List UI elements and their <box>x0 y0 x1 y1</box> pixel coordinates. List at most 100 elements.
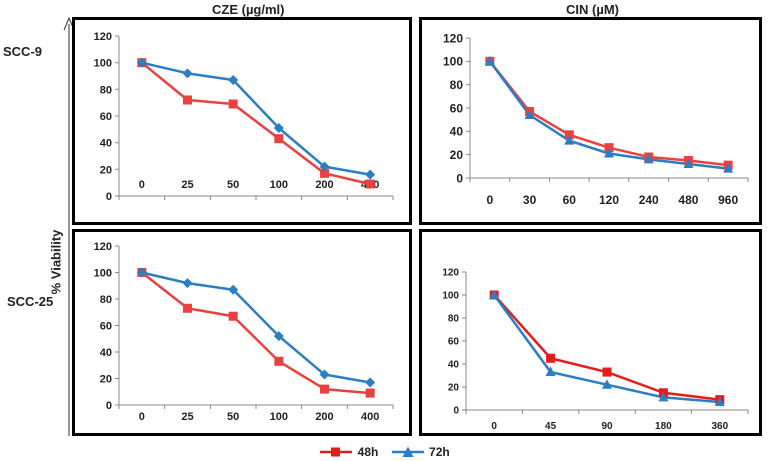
data-point-72h <box>273 123 284 133</box>
y-tick-label: 20 <box>100 164 112 176</box>
data-point-72h <box>228 284 239 295</box>
panel-scc9-cin: 0 20 40 60 80 100 120 0 30 60 120 240 480 960 <box>419 17 762 225</box>
column-title-cin: CIN (µM) <box>566 2 619 17</box>
x-tick-label: 240 <box>639 193 659 207</box>
x-tick-label: 100 <box>270 179 288 191</box>
data-point-72h <box>365 377 376 388</box>
y-tick-label: 120 <box>94 31 112 43</box>
panel-scc25-cze: 0 20 40 60 80 100 120 0 25 50 100 200 400 <box>72 229 412 436</box>
legend-label-48h: 48h <box>357 444 379 459</box>
chart-scc9-cin: 0 20 40 60 80 100 120 0 30 60 120 240 480 960 <box>443 31 749 207</box>
x-tick-label: 25 <box>181 179 193 191</box>
data-point-48h <box>228 99 238 109</box>
data-point-72h <box>182 278 193 289</box>
data-point-72h <box>683 158 694 168</box>
series-line-72h <box>141 271 371 384</box>
legend: 48h 72h <box>0 444 768 459</box>
y-tick-label: 60 <box>450 101 464 115</box>
x-tick-label: 45 <box>545 421 557 432</box>
y-tick-label: 80 <box>100 84 112 96</box>
x-tick-label: 200 <box>315 411 333 423</box>
x-tick-label: 360 <box>711 421 728 432</box>
data-point-72h <box>602 379 612 389</box>
data-point-72h <box>524 109 535 119</box>
data-point-72h <box>545 366 556 377</box>
data-point-72h <box>723 163 734 173</box>
data-point-72h <box>484 55 495 66</box>
x-tick-label: 200 <box>315 179 333 191</box>
data-point-48h <box>365 388 375 398</box>
y-tick-label: 40 <box>100 347 112 359</box>
data-point-72h <box>489 289 500 299</box>
data-point-48h <box>183 303 192 313</box>
x-tick-label: 0 <box>491 421 497 432</box>
y-tick-label: 80 <box>448 314 460 325</box>
data-point-48h <box>320 384 329 394</box>
data-point-48h <box>228 311 238 321</box>
x-tick-label: 60 <box>563 193 577 207</box>
y-tick-label: 0 <box>453 406 459 417</box>
series-line-48h <box>141 61 371 186</box>
x-tick-label: 180 <box>655 421 672 432</box>
data-point-48h <box>604 143 614 153</box>
x-tick-label: 400 <box>361 411 379 423</box>
x-tick-label: 50 <box>227 179 239 191</box>
row-label-scc9: SCC-9 <box>3 44 43 59</box>
data-point-72h <box>604 148 614 158</box>
y-tick-label: 120 <box>443 31 463 45</box>
chart-scc25-cze: 0 20 40 60 80 100 120 0 25 50 100 200 400 <box>94 241 394 423</box>
data-point-72h <box>564 135 575 145</box>
y-tick-label: 20 <box>100 373 112 385</box>
data-point-72h <box>136 57 147 68</box>
data-point-48h <box>320 168 329 178</box>
row-label-scc25: SCC-25 <box>7 294 54 309</box>
y-tick-label: 0 <box>106 400 112 412</box>
data-point-72h <box>273 331 284 342</box>
legend-label-72h: 72h <box>429 444 450 459</box>
y-axis-label: % Viability <box>48 229 64 295</box>
legend-item-72h: 72h <box>390 444 450 459</box>
data-point-48h <box>274 134 284 144</box>
y-tick-label: 60 <box>100 320 112 332</box>
y-tick-label: 0 <box>106 191 112 203</box>
y-tick-label: 60 <box>448 337 460 348</box>
data-point-72h <box>714 396 725 406</box>
x-tick-label: 0 <box>139 179 145 191</box>
y-tick-label: 20 <box>450 148 464 162</box>
data-point-72h <box>365 169 376 180</box>
panel-scc25-cin: 0 20 40 60 80 100 120 0 45 90 180 360 <box>419 229 762 436</box>
data-point-48h <box>564 130 574 140</box>
y-tick-label: 20 <box>448 383 460 394</box>
y-tick-label: 60 <box>100 111 112 123</box>
data-point-72h <box>182 68 193 79</box>
y-tick-label: 100 <box>443 55 463 69</box>
data-point-72h <box>136 267 147 278</box>
x-tick-label: 30 <box>523 193 537 207</box>
data-point-48h <box>602 367 612 377</box>
y-tick-label: 40 <box>448 360 460 371</box>
data-point-48h <box>183 95 192 105</box>
x-tick-label: 90 <box>601 421 613 432</box>
y-tick-label: 120 <box>94 241 112 253</box>
data-point-72h <box>643 153 654 164</box>
legend-swatch-48h <box>320 447 353 457</box>
data-point-72h <box>658 391 669 402</box>
legend-swatch-72h <box>391 446 424 457</box>
x-tick-label: 120 <box>599 193 619 207</box>
data-point-72h <box>228 75 239 85</box>
x-tick-label: 480 <box>678 193 698 207</box>
y-tick-label: 100 <box>94 58 112 70</box>
x-tick-label: 50 <box>227 411 239 423</box>
x-tick-label: 0 <box>139 411 145 423</box>
data-point-72h <box>319 369 330 380</box>
x-tick-label: 0 <box>487 193 494 207</box>
chart-scc25-cin: 0 20 40 60 80 100 120 0 45 90 180 360 <box>442 268 749 432</box>
data-point-48h <box>546 353 556 363</box>
y-tick-label: 80 <box>450 78 464 92</box>
y-tick-label: 100 <box>442 291 459 302</box>
column-title-cze: CZE (µg/ml) <box>212 2 285 17</box>
x-tick-label: 100 <box>270 411 288 423</box>
x-tick-label: 25 <box>181 411 193 423</box>
